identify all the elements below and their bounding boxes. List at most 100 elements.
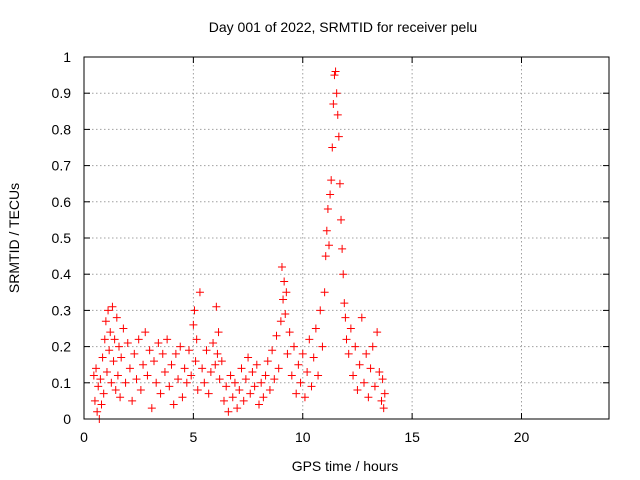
data-point [119,324,128,333]
data-point [224,407,233,416]
data-point [105,346,114,355]
data-point [185,346,193,355]
data-point [270,375,279,384]
x-tick-label: 10 [295,429,311,445]
data-point [346,324,355,333]
y-tick-label: 1 [63,49,71,65]
data-point [283,349,292,358]
data-point [239,396,248,405]
y-tick-label: 0.7 [52,158,72,174]
data-point [321,252,330,261]
data-point [279,295,288,304]
data-point [104,306,113,315]
data-point [290,342,298,351]
y-tick-label: 0.2 [52,339,72,355]
data-point [110,335,119,344]
data-point [339,270,348,279]
data-point [171,349,180,358]
data-point [111,386,120,395]
data-point [380,389,389,398]
data-point [222,382,231,391]
data-point [379,404,388,413]
data-point [353,386,362,395]
data-point [113,371,122,380]
data-point [303,367,312,376]
data-point [150,357,158,366]
data-point [277,262,286,271]
data-point [112,313,121,322]
data-point [335,179,344,188]
data-point [147,404,156,413]
data-point [255,400,263,409]
data-point [328,143,337,152]
data-point [139,360,148,369]
data-point [217,357,226,366]
data-point [235,386,244,395]
data-point [106,328,115,337]
data-point [230,378,239,387]
data-point [191,357,200,366]
x-axis-ticks: 0 5 10 15 20 [80,57,529,445]
x-axis-label: GPS time / hours [292,458,399,474]
data-point [141,328,150,337]
data-point [294,360,303,369]
data-point [212,302,221,311]
chart-title: Day 001 of 2022, SRMTID for receiver pel… [209,19,477,35]
data-point [198,364,207,373]
data-point [305,335,314,344]
data-point [276,317,285,326]
y-tick-label: 0.3 [52,302,72,318]
data-point [375,367,384,376]
data-point [189,320,198,329]
data-point [370,382,379,391]
plot-frame [83,56,610,420]
y-tick-label: 0.1 [52,375,72,391]
data-point [202,346,211,355]
data-point [323,205,332,214]
data-point [176,342,185,351]
data-point [213,349,222,358]
data-point [116,393,125,402]
y-tick-label: 0.9 [52,85,72,101]
data-point [130,349,139,358]
data-point [351,342,360,351]
data-point [134,335,143,344]
data-point [285,328,294,337]
data-point [167,360,176,369]
data-point [337,215,346,224]
y-axis-label: SRMTID / TECUs [6,183,22,293]
x-tick-label: 20 [514,429,530,445]
data-point [366,364,375,373]
data-point [325,241,333,250]
data-point [89,371,98,380]
data-point [281,310,290,319]
data-point [97,400,106,409]
data-point [340,299,349,308]
data-point [329,100,338,109]
data-point [298,349,307,358]
data-point [100,335,109,344]
y-tick-label: 0.8 [52,121,72,137]
y-tick-label: 0 [63,411,71,427]
data-point [342,335,351,344]
data-points [89,67,389,423]
data-point [296,378,305,387]
data-point [364,393,373,402]
data-point [109,357,118,366]
data-point [98,353,107,362]
data-point [241,375,250,384]
data-point [322,226,331,235]
data-point [355,360,364,369]
y-tick-label: 0.5 [52,230,72,246]
data-point [309,353,318,362]
data-point [226,371,235,380]
data-point [368,342,377,351]
data-point [314,371,323,380]
data-point [360,378,368,387]
data-point [300,393,309,402]
data-point [311,324,320,333]
data-point [169,400,178,409]
data-point [259,393,268,402]
data-point [220,396,228,405]
